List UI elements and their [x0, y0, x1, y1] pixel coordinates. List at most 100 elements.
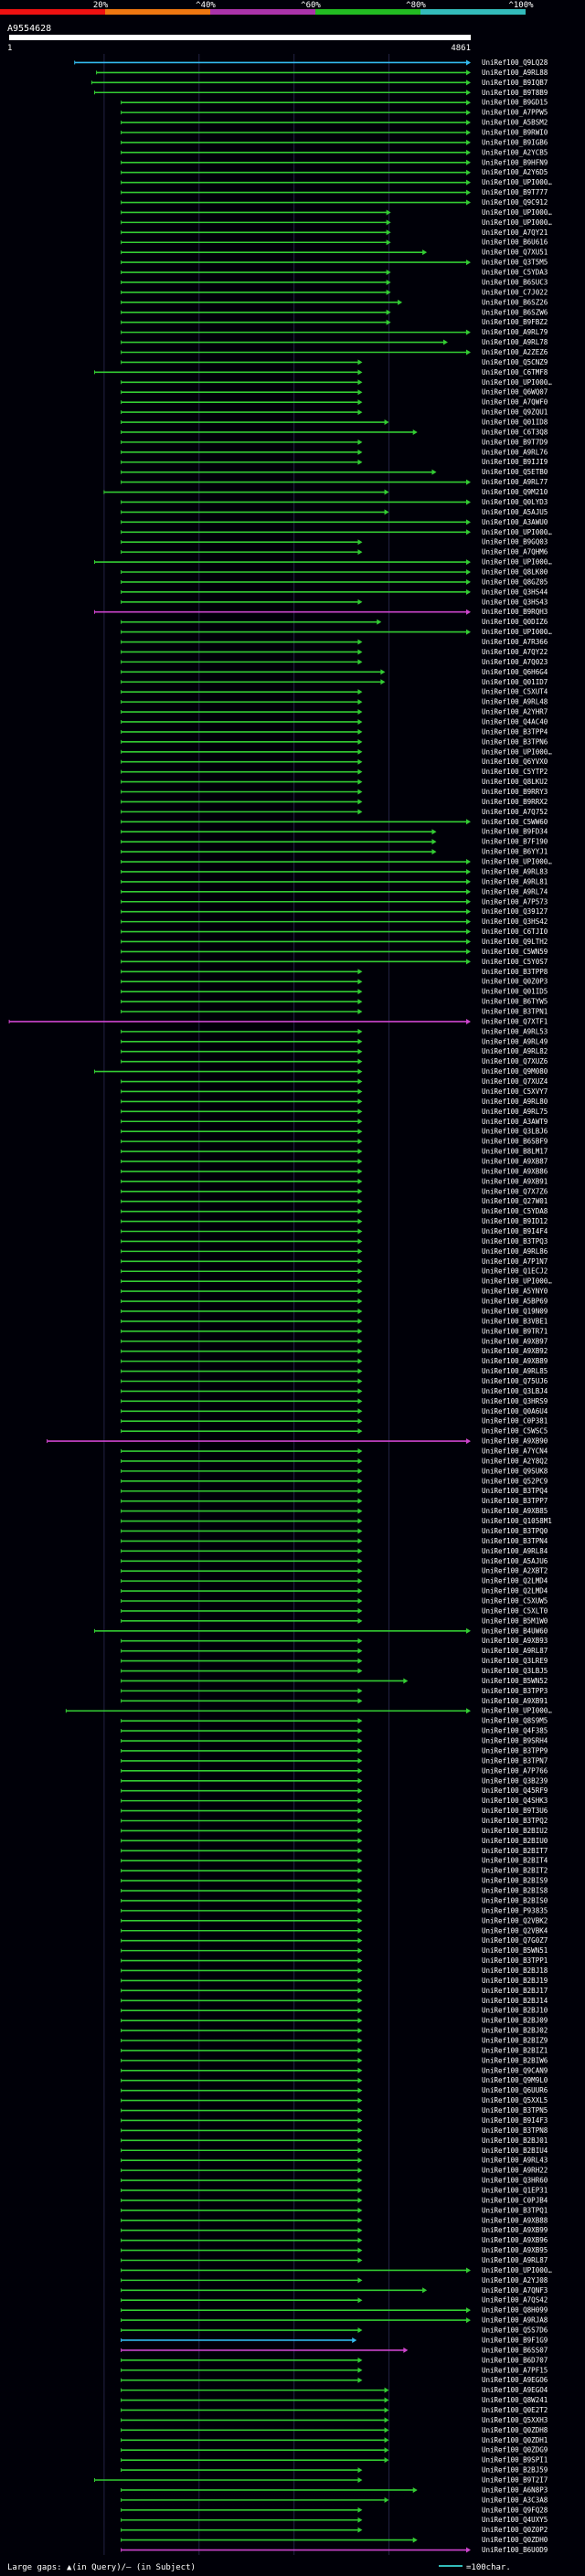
hit-label[interactable]: UniRef100_B9IGB6 [482, 138, 548, 146]
hit-label[interactable]: UniRef100_A9XB85 [482, 1507, 548, 1515]
hit-label[interactable]: UniRef100_A7QS42 [482, 2296, 548, 2305]
hit-label[interactable]: UniRef100_B9TR71 [482, 1327, 548, 1335]
hit-label[interactable]: UniRef100_UPI000… [482, 858, 552, 866]
hit-label[interactable]: UniRef100_A9RL53 [482, 1027, 548, 1035]
hit-label[interactable]: UniRef100_Q0ZDH0 [482, 2536, 548, 2544]
hit-label[interactable]: UniRef100_C5YTP2 [482, 768, 548, 776]
hit-label[interactable]: UniRef100_Q7X7Z6 [482, 1187, 548, 1195]
hit-label[interactable]: UniRef100_A9XB89 [482, 1357, 548, 1365]
hit-label[interactable]: UniRef100_B6D707 [482, 2356, 548, 2364]
hit-label[interactable]: UniRef100_B7F190 [482, 838, 548, 846]
hit-label[interactable]: UniRef100_Q3B239 [482, 1776, 548, 1785]
hit-label[interactable]: UniRef100_B9FD34 [482, 828, 548, 836]
hit-label[interactable]: UniRef100_Q9M9L0 [482, 2076, 548, 2084]
hit-label[interactable]: UniRef100_Q7XUZ6 [482, 1057, 548, 1065]
hit-label[interactable]: UniRef100_B2BIT4 [482, 1857, 548, 1865]
hit-label[interactable]: UniRef100_A7QY21 [482, 228, 548, 237]
hit-label[interactable]: UniRef100_B9IJI9 [482, 458, 548, 466]
hit-label[interactable]: UniRef100_A9RJA8 [482, 2316, 548, 2325]
hit-label[interactable]: UniRef100_UPI000… [482, 378, 552, 387]
hit-label[interactable]: UniRef100_A6N8P3 [482, 2486, 548, 2494]
hit-label[interactable]: UniRef100_Q6H6G4 [482, 668, 548, 676]
hit-label[interactable]: UniRef100_B3TPQ3 [482, 1237, 548, 1246]
hit-label[interactable]: UniRef100_A9RH22 [482, 2167, 548, 2175]
hit-label[interactable]: UniRef100_Q52PC9 [482, 1477, 548, 1485]
hit-label[interactable]: UniRef100_Q5XXH3 [482, 2416, 548, 2424]
hit-label[interactable]: UniRef100_A2Y6D5 [482, 168, 548, 176]
hit-label[interactable]: UniRef100_Q0LYD3 [482, 498, 548, 506]
hit-label[interactable]: UniRef100_A7R366 [482, 638, 548, 646]
hit-label[interactable]: UniRef100_Q8S9M5 [482, 1717, 548, 1725]
hit-label[interactable]: UniRef100_A9RL86 [482, 1247, 548, 1256]
hit-label[interactable]: UniRef100_A9XB90 [482, 1437, 548, 1446]
hit-label[interactable]: UniRef100_C6TMF8 [482, 368, 548, 376]
hit-label[interactable]: UniRef100_A7PF15 [482, 2366, 548, 2374]
hit-label[interactable]: UniRef100_A2YJ08 [482, 2276, 548, 2284]
hit-label[interactable]: UniRef100_Q01ID5 [482, 988, 548, 996]
hit-label[interactable]: UniRef100_A3C3A8 [482, 2496, 548, 2504]
hit-label[interactable]: UniRef100_A9RL48 [482, 698, 548, 706]
hit-label[interactable]: UniRef100_A9RL49 [482, 1037, 548, 1045]
hit-label[interactable]: UniRef100_B3VBE1 [482, 1317, 548, 1325]
hit-label[interactable]: UniRef100_A7QWF0 [482, 398, 548, 407]
hit-label[interactable]: UniRef100_Q5CNZ9 [482, 358, 548, 366]
hit-label[interactable]: UniRef100_A3AWT9 [482, 1118, 548, 1126]
hit-label[interactable]: UniRef100_A5BSM2 [482, 119, 548, 127]
hit-label[interactable]: UniRef100_B2BJ01 [482, 2136, 548, 2145]
hit-label[interactable]: UniRef100_B9T2I7 [482, 2476, 548, 2485]
hit-label[interactable]: UniRef100_Q27W01 [482, 1197, 548, 1205]
hit-label[interactable]: UniRef100_Q3HS43 [482, 598, 548, 606]
hit-label[interactable]: UniRef100_Q3HRS9 [482, 1397, 548, 1405]
hit-label[interactable]: UniRef100_A7P1N7 [482, 1257, 548, 1266]
hit-label[interactable]: UniRef100_B6YYJ1 [482, 848, 548, 856]
hit-label[interactable]: UniRef100_Q3HR60 [482, 2177, 548, 2185]
hit-label[interactable]: UniRef100_UPI000… [482, 1277, 552, 1286]
hit-label[interactable]: UniRef100_B9RQH3 [482, 608, 548, 616]
hit-label[interactable]: UniRef100_Q9CAN9 [482, 2066, 548, 2074]
hit-label[interactable]: UniRef100_C5WSC5 [482, 1427, 548, 1436]
hit-label[interactable]: UniRef100_A2Y8Q2 [482, 1457, 548, 1465]
hit-label[interactable]: UniRef100_B2BJ17 [482, 1987, 548, 1995]
hit-label[interactable]: UniRef100_B2BIS8 [482, 1887, 548, 1895]
hit-label[interactable]: UniRef100_B9T777 [482, 188, 548, 196]
hit-label[interactable]: UniRef100_Q2LMD4 [482, 1587, 548, 1595]
hit-label[interactable]: UniRef100_A9XB88 [482, 2216, 548, 2224]
hit-label[interactable]: UniRef100_B6U0D9 [482, 2546, 548, 2554]
hit-label[interactable]: UniRef100_Q3LBJ6 [482, 1128, 548, 1136]
hit-label[interactable]: UniRef100_B3TPN8 [482, 2126, 548, 2135]
hit-label[interactable]: UniRef100_A7Q023 [482, 658, 548, 666]
hit-label[interactable]: UniRef100_A7PPW5 [482, 109, 548, 117]
hit-label[interactable]: UniRef100_B3TPN4 [482, 1537, 548, 1545]
hit-label[interactable]: UniRef100_Q01ID8 [482, 419, 548, 427]
hit-label[interactable]: UniRef100_Q6WQ07 [482, 388, 548, 397]
hit-label[interactable]: UniRef100_A9RL43 [482, 2157, 548, 2165]
hit-label[interactable]: UniRef100_Q3T5M5 [482, 259, 548, 267]
hit-label[interactable]: UniRef100_Q7XU51 [482, 249, 548, 257]
hit-label[interactable]: UniRef100_A9XB86 [482, 1167, 548, 1175]
hit-label[interactable]: UniRef100_A9RL79 [482, 328, 548, 336]
hit-label[interactable]: UniRef100_B9RRY3 [482, 788, 548, 796]
hit-label[interactable]: UniRef100_B2BJ59 [482, 2466, 548, 2475]
hit-label[interactable]: UniRef100_B9IQB7 [482, 79, 548, 87]
hit-label[interactable]: UniRef100_Q8LK00 [482, 567, 548, 576]
hit-label[interactable]: UniRef100_C5Y0S7 [482, 958, 548, 966]
hit-label[interactable]: UniRef100_Q3LRE9 [482, 1657, 548, 1665]
hit-label[interactable]: UniRef100_B2BJ19 [482, 1977, 548, 1985]
hit-label[interactable]: UniRef100_B2BJ14 [482, 1997, 548, 2005]
hit-label[interactable]: UniRef100_C0PJB4 [482, 2196, 548, 2204]
hit-label[interactable]: UniRef100_B9GD15 [482, 99, 548, 107]
hit-label[interactable]: UniRef100_UPI000… [482, 558, 552, 567]
hit-label[interactable]: UniRef100_C5XLT0 [482, 1606, 548, 1615]
hit-label[interactable]: UniRef100_A9RL87 [482, 1647, 548, 1655]
hit-label[interactable]: UniRef100_B6SUC3 [482, 278, 548, 286]
hit-label[interactable]: UniRef100_A9RL75 [482, 1108, 548, 1116]
hit-label[interactable]: UniRef100_A9XB96 [482, 2236, 548, 2244]
hit-label[interactable]: UniRef100_B2BJ09 [482, 2017, 548, 2025]
hit-label[interactable]: UniRef100_B3TPP4 [482, 727, 548, 736]
hit-label[interactable]: UniRef100_A9XB93 [482, 1637, 548, 1645]
hit-label[interactable]: UniRef100_A9RL88 [482, 69, 548, 77]
hit-label[interactable]: UniRef100_Q19N09 [482, 1307, 548, 1315]
hit-label[interactable]: UniRef100_B2BJ02 [482, 2027, 548, 2035]
hit-label[interactable]: UniRef100_A9RL83 [482, 867, 548, 875]
hit-label[interactable]: UniRef100_A7QHM6 [482, 548, 548, 557]
